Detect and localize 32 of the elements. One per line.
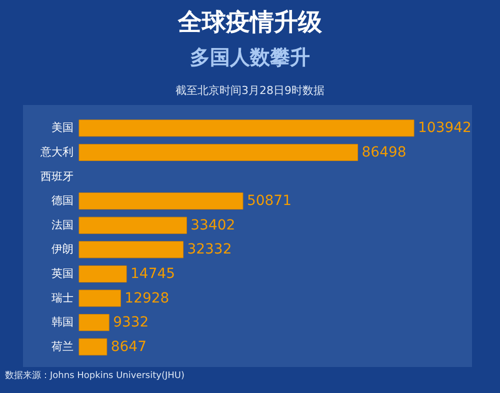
data-label: 32332 — [187, 242, 232, 258]
source-note: 数据来源：Johns Hopkins University(JHU) — [5, 370, 185, 382]
chart-title: 全球疫情升级 — [176, 7, 323, 38]
y-tick-label: 意大利 — [40, 145, 74, 158]
data-label: 33402 — [190, 217, 236, 234]
y-tick-label: 瑞士 — [52, 291, 74, 304]
data-label: 103942 — [418, 120, 472, 136]
data-label: 86498 — [362, 144, 406, 160]
y-tick-label: 德国 — [52, 194, 74, 208]
y-tick-label: 荷兰 — [52, 340, 74, 353]
bar — [78, 338, 108, 356]
bar — [78, 192, 244, 210]
data-label: 12928 — [124, 290, 170, 306]
data-label: 50871 — [246, 193, 292, 210]
chart-subtitle: 多国人数攀升 — [189, 44, 311, 71]
y-tick-label: 法国 — [52, 218, 74, 232]
bar — [78, 144, 358, 161]
data-label: 9332 — [113, 314, 149, 331]
bar — [78, 314, 110, 332]
y-tick-label: 美国 — [52, 121, 74, 134]
text: 截至北京时间3月28日9时数据 — [174, 83, 326, 98]
data-label: 14745 — [130, 266, 176, 282]
y-tick-label: 西班牙 — [40, 170, 74, 183]
bar — [78, 241, 184, 258]
y-tick-label: 英国 — [52, 266, 74, 280]
y-tick-label: 韩国 — [52, 316, 74, 329]
bar — [78, 265, 127, 282]
bar — [78, 216, 187, 234]
bar — [78, 290, 121, 307]
data-label: 8647 — [110, 338, 147, 355]
bar — [78, 120, 414, 137]
y-tick-label: 伊朗 — [52, 242, 74, 256]
